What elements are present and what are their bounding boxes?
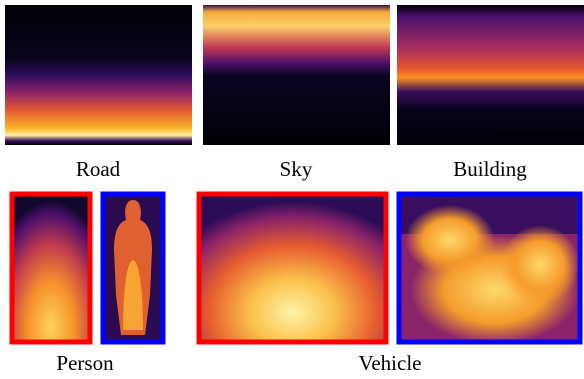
panel-label: Building <box>453 157 527 181</box>
person-heatmap-red <box>9 191 93 345</box>
building-heatmap <box>397 5 584 145</box>
panel-label: Road <box>76 157 121 181</box>
sky-heatmap <box>203 5 390 145</box>
road-heatmap <box>5 5 192 145</box>
panel-label: Sky <box>280 157 313 181</box>
person-heatmap-blue <box>100 191 166 345</box>
panel-label: Person <box>56 351 114 375</box>
vehicle-heatmap-red <box>196 191 389 345</box>
panel-label: Vehicle <box>359 351 422 375</box>
vehicle-heatmap-blue <box>396 191 583 345</box>
